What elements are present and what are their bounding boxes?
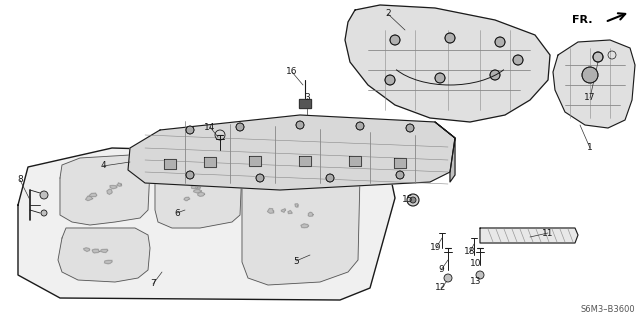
- Circle shape: [296, 121, 304, 129]
- Circle shape: [186, 126, 194, 134]
- Polygon shape: [394, 158, 406, 168]
- Text: 4: 4: [100, 162, 106, 171]
- Text: 18: 18: [464, 247, 476, 257]
- Text: 3: 3: [304, 93, 310, 102]
- Polygon shape: [85, 196, 93, 201]
- Text: 14: 14: [204, 123, 216, 132]
- Polygon shape: [267, 209, 274, 213]
- Polygon shape: [299, 99, 311, 108]
- Polygon shape: [242, 155, 360, 285]
- Text: 9: 9: [438, 266, 444, 275]
- Circle shape: [396, 171, 404, 179]
- Polygon shape: [191, 186, 198, 189]
- Circle shape: [435, 73, 445, 83]
- Polygon shape: [288, 211, 292, 214]
- Text: S6M3–B3600: S6M3–B3600: [581, 305, 635, 314]
- Polygon shape: [198, 192, 205, 196]
- Polygon shape: [194, 189, 202, 193]
- Circle shape: [593, 52, 603, 62]
- Circle shape: [445, 33, 455, 43]
- Polygon shape: [110, 186, 117, 189]
- Polygon shape: [480, 228, 578, 243]
- Polygon shape: [164, 159, 176, 169]
- Text: FR.: FR.: [572, 15, 593, 25]
- Polygon shape: [249, 156, 261, 166]
- Polygon shape: [295, 204, 299, 207]
- Polygon shape: [89, 193, 97, 197]
- Polygon shape: [101, 249, 108, 252]
- Text: 5: 5: [293, 257, 299, 266]
- Polygon shape: [155, 153, 242, 228]
- Polygon shape: [184, 197, 190, 201]
- Circle shape: [385, 75, 395, 85]
- Text: 7: 7: [150, 279, 156, 289]
- Circle shape: [513, 55, 523, 65]
- Circle shape: [356, 122, 364, 130]
- Circle shape: [186, 171, 194, 179]
- Text: 12: 12: [435, 284, 447, 292]
- Text: 17: 17: [584, 93, 596, 102]
- Polygon shape: [128, 115, 455, 190]
- Circle shape: [41, 210, 47, 216]
- Circle shape: [495, 37, 505, 47]
- Polygon shape: [301, 224, 309, 228]
- Polygon shape: [18, 148, 395, 300]
- Polygon shape: [117, 183, 122, 186]
- Circle shape: [407, 194, 419, 206]
- Polygon shape: [345, 5, 550, 122]
- Polygon shape: [60, 155, 150, 225]
- Text: 19: 19: [430, 244, 441, 252]
- Polygon shape: [92, 249, 100, 253]
- Text: 8: 8: [17, 175, 23, 185]
- Polygon shape: [553, 40, 635, 128]
- Circle shape: [410, 197, 416, 203]
- Circle shape: [582, 67, 598, 83]
- Polygon shape: [195, 186, 201, 189]
- Circle shape: [236, 123, 244, 131]
- Polygon shape: [84, 248, 90, 252]
- Circle shape: [390, 35, 400, 45]
- Circle shape: [444, 274, 452, 282]
- Polygon shape: [281, 209, 286, 212]
- Polygon shape: [308, 212, 313, 216]
- Polygon shape: [107, 189, 112, 194]
- Circle shape: [476, 271, 484, 279]
- Polygon shape: [349, 156, 361, 166]
- Circle shape: [40, 191, 48, 199]
- Polygon shape: [105, 260, 112, 264]
- Text: 1: 1: [587, 143, 593, 153]
- Polygon shape: [204, 157, 216, 167]
- Circle shape: [490, 70, 500, 80]
- Circle shape: [326, 174, 334, 182]
- Text: 11: 11: [542, 228, 554, 237]
- Polygon shape: [299, 156, 311, 166]
- Polygon shape: [435, 122, 455, 182]
- Text: 2: 2: [385, 10, 391, 19]
- Circle shape: [406, 124, 414, 132]
- Polygon shape: [58, 228, 150, 282]
- Text: 6: 6: [174, 209, 180, 218]
- Text: 10: 10: [470, 259, 482, 268]
- Text: 15: 15: [402, 195, 414, 204]
- Text: 16: 16: [286, 68, 298, 76]
- Text: 13: 13: [470, 277, 482, 286]
- Circle shape: [256, 174, 264, 182]
